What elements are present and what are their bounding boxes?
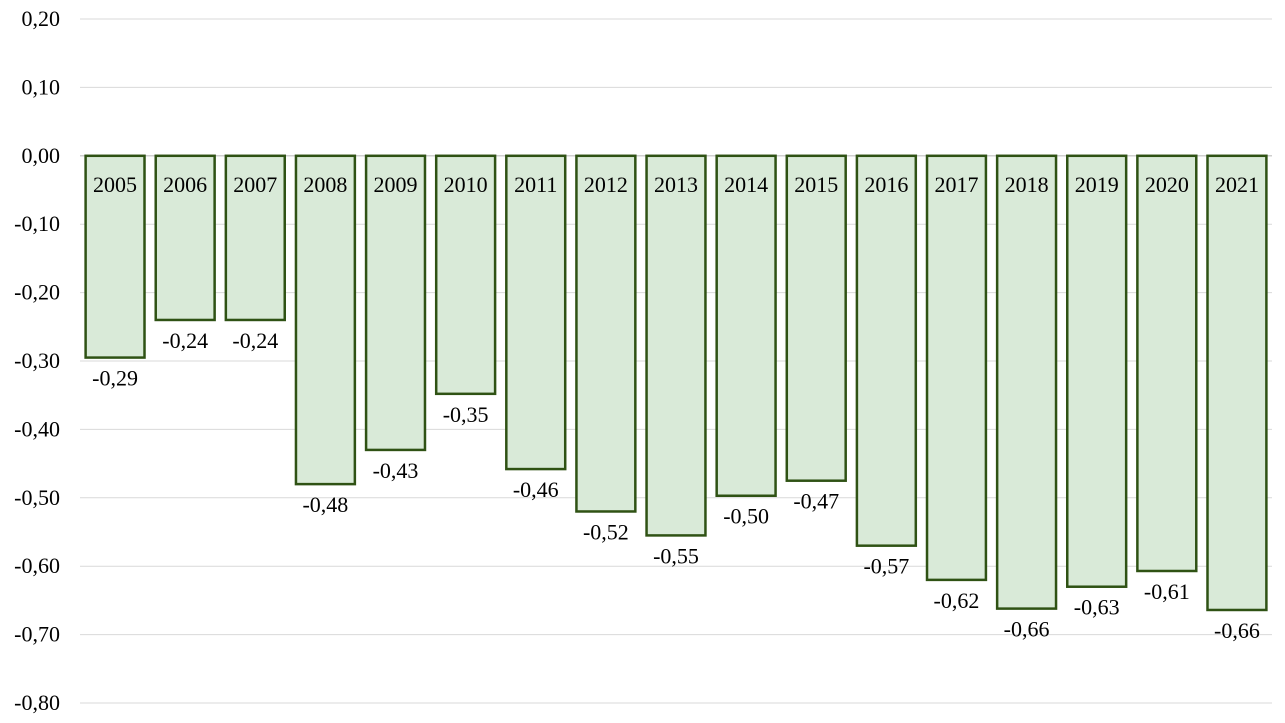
category-label: 2012	[584, 172, 628, 197]
bar-2019	[1066, 154, 1128, 588]
category-label: 2015	[794, 172, 838, 197]
bar-2005	[84, 154, 146, 359]
y-tick-label: -0,50	[14, 485, 60, 510]
bar-2021	[1206, 154, 1268, 612]
category-label: 2013	[654, 172, 698, 197]
category-label: 2018	[1005, 172, 1049, 197]
category-label: 2017	[934, 172, 978, 197]
data-label: -0,66	[1214, 618, 1260, 643]
category-label: 2014	[724, 172, 768, 197]
category-label: 2009	[374, 172, 418, 197]
bar-2018	[995, 154, 1058, 610]
data-label: -0,35	[443, 402, 489, 427]
category-label: 2008	[303, 172, 347, 197]
category-label: 2007	[233, 172, 277, 197]
y-tick-label: -0,20	[14, 280, 60, 305]
data-label: -0,66	[1004, 617, 1050, 642]
bar-2006	[154, 154, 216, 322]
category-label: 2020	[1145, 172, 1189, 197]
bar-2012	[575, 154, 637, 513]
data-label: -0,55	[653, 543, 699, 568]
y-tick-label: -0,10	[14, 211, 60, 236]
labels: 2005 -0,29 2006 -0,24 2007 -0,24 2008 -0,48 2009…	[92, 172, 1260, 643]
category-label: 2019	[1075, 172, 1119, 197]
y-tick-label: -0,30	[14, 348, 60, 373]
data-label: -0,63	[1074, 595, 1120, 620]
y-tick-label: 0,10	[22, 74, 61, 99]
bar-2011	[505, 154, 567, 471]
category-label: 2010	[444, 172, 488, 197]
bar-2014	[715, 154, 777, 497]
data-label: -0,61	[1144, 579, 1190, 604]
bar-2020	[1136, 154, 1198, 573]
y-tick-label: 0,00	[22, 143, 61, 168]
y-tick-label: -0,40	[14, 416, 60, 441]
bar-2007	[224, 154, 286, 322]
bar-2017	[925, 154, 988, 582]
bar-2013	[645, 154, 707, 537]
data-label: -0,47	[793, 489, 839, 514]
data-label: -0,43	[373, 458, 419, 483]
y-tick-label: -0,60	[14, 553, 60, 578]
category-label: 2011	[514, 172, 557, 197]
y-tick-label: 0,20	[22, 6, 61, 31]
bar-2010	[434, 154, 497, 396]
data-label: -0,24	[162, 328, 208, 353]
y-tick-label: -0,70	[14, 622, 60, 647]
bar-2008	[294, 154, 357, 486]
data-label: -0,46	[513, 477, 559, 502]
data-label: -0,62	[934, 588, 980, 613]
bar-2015	[785, 154, 847, 482]
category-label: 2021	[1215, 172, 1259, 197]
category-label: 2006	[163, 172, 207, 197]
bars	[84, 154, 1268, 612]
data-label: -0,24	[232, 328, 278, 353]
data-label: -0,57	[863, 554, 909, 579]
y-tick-label: -0,80	[14, 690, 60, 715]
y-axis-tick-labels: 0,20 0,10 0,00 -0,10 -0,20 -0,30 -0,40 -0,50 -0,…	[14, 6, 60, 715]
data-label: -0,52	[583, 519, 629, 544]
data-label: -0,48	[302, 492, 348, 517]
data-label: -0,29	[92, 366, 138, 391]
bar-2016	[855, 154, 918, 547]
category-label: 2005	[93, 172, 137, 197]
data-label: -0,50	[723, 504, 769, 529]
bar-2009	[364, 154, 427, 452]
category-label: 2016	[864, 172, 908, 197]
